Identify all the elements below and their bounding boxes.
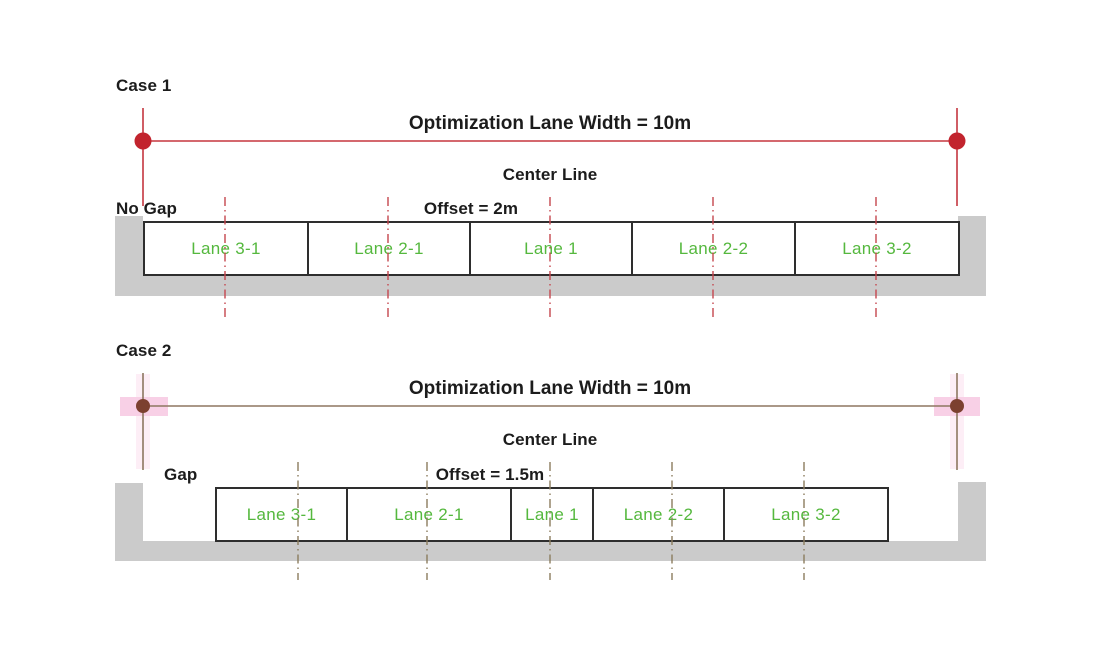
case2-offset-label: Offset = 1.5m [435,465,545,484]
lane-label: Lane 1 [524,238,578,258]
case2-center-line-label: Center Line [502,430,598,449]
case1-center-line-label: Center Line [502,165,598,184]
lane-label: Lane 3-1 [246,504,317,524]
lane-label: Lane 2-2 [623,504,694,524]
case1-offset-label: Offset = 2m [423,199,519,218]
lane-box: Lane 3-2 [723,487,889,542]
case1-title: Case 1 [116,76,172,95]
lane-label: Lane 3-1 [191,238,261,258]
lane-label: Lane 2-1 [394,504,464,524]
case1-gap-label: No Gap [116,199,178,218]
lane-label: Lane 3-2 [771,504,841,524]
lane-box: Lane 3-2 [794,221,960,276]
lane-box: Lane 2-1 [307,221,471,276]
case2-gap-label: Gap [164,465,198,484]
lane-label: Lane 2-2 [678,238,749,258]
case2-width-label: Optimization Lane Width = 10m [408,378,692,399]
case2-endpoint-dots [136,399,964,413]
case2-pink-strong-highlights [120,397,980,416]
lane-box: Lane 1 [469,221,633,276]
lane-box: Lane 2-2 [592,487,725,542]
case1-endpoint-dots [134,132,966,150]
case2-title: Case 2 [116,341,172,360]
lane-label: Lane 1 [525,504,579,524]
lane-box: Lane 3-1 [143,221,309,276]
lane-label: Lane 2-1 [354,238,424,258]
lane-label: Lane 3-2 [842,238,912,258]
case1-width-label: Optimization Lane Width = 10m [408,113,692,134]
lane-box: Lane 2-2 [631,221,796,276]
lane-box: Lane 2-1 [346,487,512,542]
lane-box: Lane 1 [510,487,594,542]
lane-box: Lane 3-1 [215,487,348,542]
